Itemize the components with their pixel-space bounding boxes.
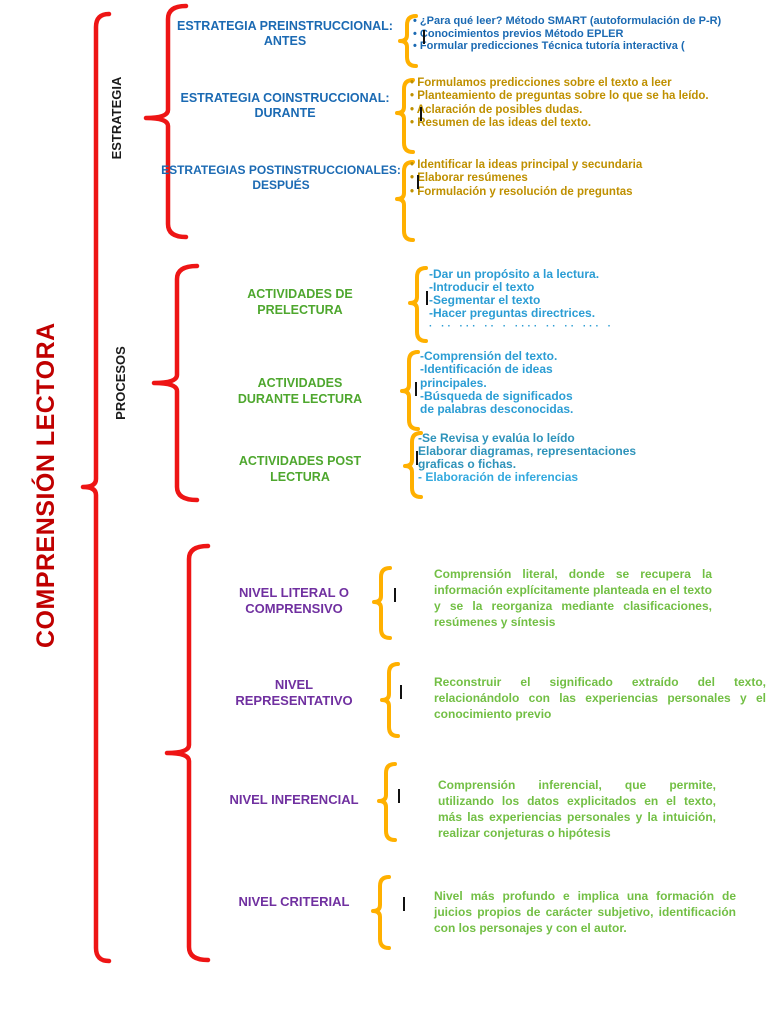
bullet-item: Identificar la ideas principal y secunda… [410, 159, 642, 172]
line-item: -Introducir el texto [429, 280, 535, 294]
heading-text: NIVEL CRITERIAL [238, 894, 350, 909]
text-cursor-artifact [400, 685, 402, 699]
nivel-criterial-brace [371, 875, 391, 950]
subheading-text: LECTURA [270, 470, 330, 484]
subheading-text: PRELECTURA [257, 303, 343, 317]
bullet-list-postinstruccional: Identificar la ideas principal y secunda… [410, 159, 642, 199]
line-item: -Dar un propósito a la lectura. [429, 267, 600, 281]
clipped-line-fragment: · ·· ··· ·· · ···· ·· ·· ··· · [429, 321, 614, 327]
text-cursor-artifact [423, 30, 425, 44]
text-cursor-artifact [398, 789, 400, 803]
text-cursor-artifact [394, 588, 396, 602]
text-cursor-artifact [403, 897, 405, 911]
line-item: graficas o fichas. [418, 457, 517, 471]
heading-post-lectura: ACTIVIDADES POST LECTURA [180, 453, 420, 485]
subheading-text: DURANTE LECTURA [237, 392, 363, 406]
bullet-item: Planteamiento de preguntas sobre lo que … [410, 90, 708, 103]
bullet-item: Aclaración de posibles dudas. [410, 104, 709, 117]
heading-prelectura: ACTIVIDADES DE PRELECTURA [180, 286, 420, 318]
subheading-text: ANTES [263, 34, 307, 48]
paragraph-nivel-inferencial: Comprensión inferencial, que permite, ut… [438, 778, 716, 840]
heading-text: ESTRATEGIA COINSTRUCCIONAL: [180, 91, 390, 105]
heading-text: ESTRATEGIAS POSTINSTRUCCIONALES: [161, 163, 401, 177]
text-cursor-artifact [426, 291, 428, 305]
paragraph-nivel-representativo: Reconstruir el significado extraído del … [434, 675, 766, 721]
bullet-item: Resumen de las ideas del texto. [410, 117, 709, 130]
lines-prelectura: -Dar un propósito a la lectura. -Introdu… [429, 268, 599, 320]
heading-text: NIVEL [274, 677, 314, 692]
text-cursor-artifact [420, 107, 422, 121]
lines-durante-lectura: -Comprensión del texto. -Identificación … [420, 349, 574, 417]
subheading-text: DURANTE [254, 106, 316, 120]
line-item: Elaborar diagramas, representaciones [418, 444, 637, 458]
subheading-text: COMPRENSIVO [245, 601, 343, 616]
branch-label-procesos: PROCESOS [113, 346, 128, 420]
text-cursor-artifact [416, 451, 418, 465]
paragraph-nivel-criterial: Nivel más profundo e implica una formaci… [434, 889, 736, 935]
bullet-list-coinstruccional: Formulamos predicciones sobre el texto a… [410, 77, 709, 130]
heading-postinstruccional: ESTRATEGIAS POSTINSTRUCCIONALES: DESPUÉS [161, 163, 401, 193]
heading-durante-lectura: ACTIVIDADES DURANTE LECTURA [180, 375, 420, 407]
paragraph-nivel-literal: Comprensión literal, donde se recupera l… [434, 567, 712, 629]
main-brace [80, 11, 112, 964]
heading-nivel-representativo: NIVEL REPRESENTATIVO [174, 677, 414, 709]
heading-preinstruccional: ESTRATEGIA PREINSTRUCCIONAL: ANTES [165, 19, 405, 49]
text-cursor-artifact [415, 382, 417, 396]
heading-nivel-inferencial: NIVEL INFERENCIAL [174, 792, 414, 808]
bullet-item: ¿Para qué leer? Método SMART (autoformul… [413, 15, 721, 28]
text-cursor-artifact [417, 175, 419, 189]
heading-nivel-criterial: NIVEL CRITERIAL [174, 894, 414, 910]
page-title: COMPRENSIÓN LECTORA [32, 322, 60, 648]
heading-text: ACTIVIDADES DE [247, 287, 353, 301]
heading-text: NIVEL LITERAL O [238, 585, 350, 600]
branch-label-estrategia: ESTRATEGIA [109, 76, 124, 160]
line-item: -Segmentar el texto [429, 293, 541, 307]
bullet-list-preinstruccional: ¿Para qué leer? Método SMART (autoformul… [413, 15, 721, 53]
heading-coinstruccional: ESTRATEGIA COINSTRUCCIONAL: DURANTE [165, 91, 405, 121]
heading-text: ACTIVIDADES [257, 376, 343, 390]
line-item: -Búsqueda de significados [420, 388, 573, 403]
lines-post-lectura: -Se Revisa y evalúa lo leído Elaborar di… [418, 432, 636, 484]
line-item: - Elaboración de inferencias [418, 470, 579, 484]
line-item: -Identificación de ideas [420, 362, 553, 377]
bullet-item: Formulamos predicciones sobre el texto a… [410, 77, 709, 90]
bullet-item: Formular predicciones Técnica tutoría in… [413, 40, 721, 53]
line-item: principales. [420, 375, 487, 390]
line-item: -Se Revisa y evalúa lo leído [418, 431, 575, 445]
line-item: -Hacer preguntas directrices. [429, 306, 596, 320]
line-item: de palabras desconocidas. [420, 402, 574, 417]
subheading-text: DESPUÉS [252, 178, 310, 192]
heading-text: NIVEL INFERENCIAL [229, 792, 359, 807]
heading-text: ESTRATEGIA PREINSTRUCCIONAL: [177, 19, 393, 33]
heading-nivel-literal: NIVEL LITERAL O COMPRENSIVO [174, 585, 414, 617]
bullet-item: Elaborar resúmenes [410, 172, 642, 185]
bullet-item: Formulación y resolución de preguntas [410, 186, 642, 199]
line-item: -Comprensión del texto. [420, 349, 558, 363]
heading-text: ACTIVIDADES POST [238, 454, 362, 468]
subheading-text: REPRESENTATIVO [235, 693, 353, 708]
bullet-item: Conocimientos previos Método EPLER [413, 28, 721, 41]
